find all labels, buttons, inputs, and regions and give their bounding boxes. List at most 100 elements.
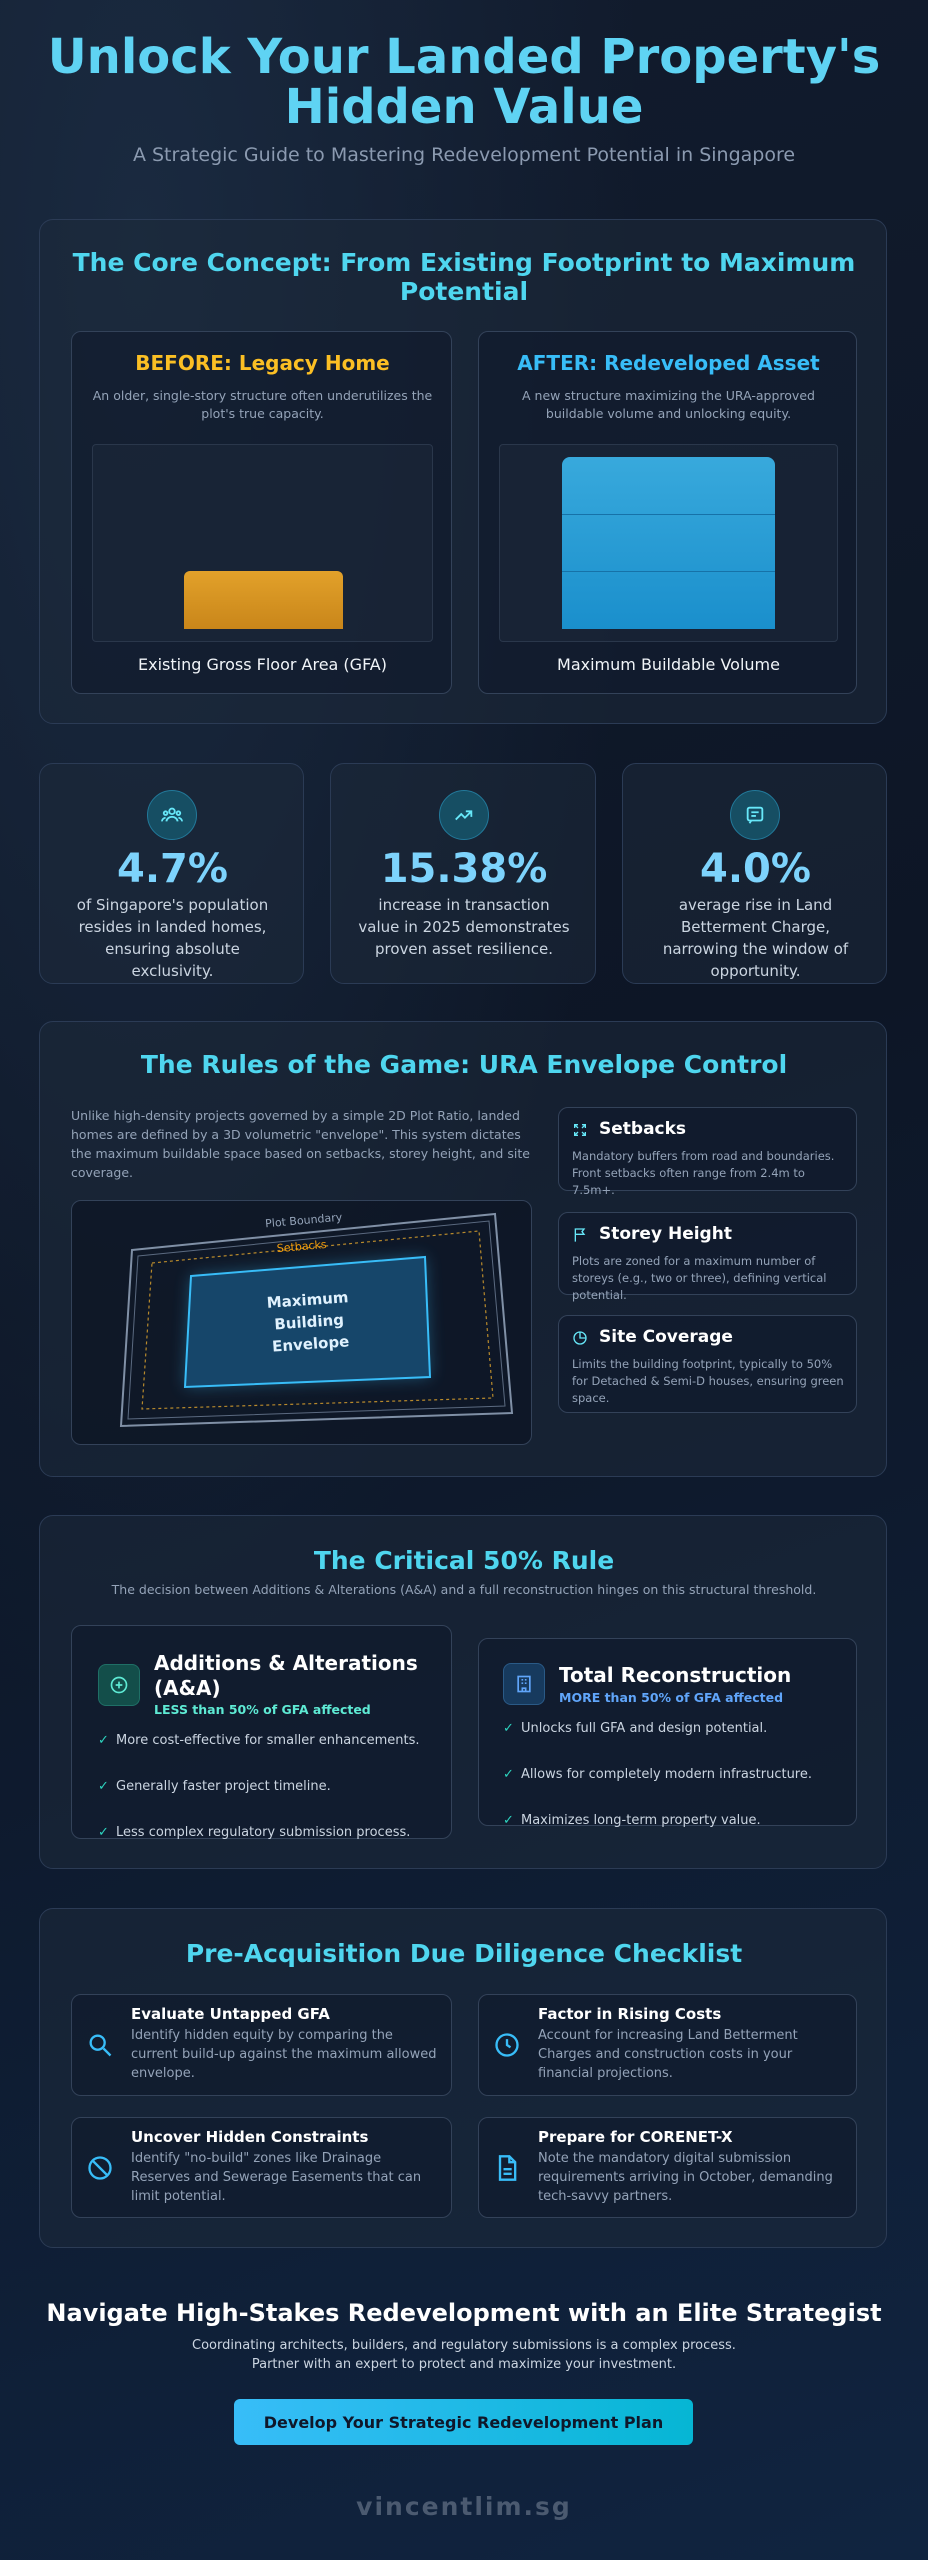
setback-line — [141, 1230, 494, 1410]
rule-card: Site Coverage Limits the building footpr… — [558, 1315, 857, 1413]
checklist-card: Factor in Rising Costs Account for incre… — [478, 1994, 857, 2096]
option-tag: MORE than 50% of GFA affected — [559, 1690, 784, 1705]
checklist-icon — [89, 2034, 112, 2057]
rule-title: Setbacks — [599, 1119, 687, 1139]
option-tag: LESS than 50% of GFA affected — [154, 1702, 371, 1717]
plot-boundary-inner — [127, 1220, 506, 1420]
stat-card: 4.0% average rise in Land Betterment Cha… — [622, 763, 887, 984]
stat-text: average rise in Land Betterment Charge, … — [662, 896, 849, 980]
after-card: AFTER: Redeveloped Asset A new structure… — [478, 331, 857, 694]
card-label: Existing Gross Floor Area (GFA) — [138, 655, 387, 674]
option-point: Less complex regulatory submission proce… — [98, 1825, 477, 1840]
icon — [110, 1676, 128, 1694]
envelope-label: Maximum Building Envelope — [266, 1288, 350, 1356]
envelope-label-box: Maximum Building Envelope — [266, 1288, 350, 1356]
option-icon — [98, 1664, 140, 1706]
rule-icon — [574, 1228, 586, 1242]
redeveloped-block — [562, 457, 775, 629]
checklist-card: Uncover Hidden Constraints Identify "no-… — [71, 2117, 452, 2218]
card-description: A new structure maximizing the URA-appro… — [522, 388, 815, 421]
checklist-title: Uncover Hidden Constraints — [131, 2128, 369, 2146]
option-point: Generally faster project timeline. — [98, 1779, 477, 1794]
stat-value: 4.0% — [700, 846, 811, 892]
rule-icon — [574, 1124, 586, 1136]
icon — [455, 810, 473, 821]
footer-brand: vincentlim.sg — [356, 2492, 572, 2521]
rule-title: Storey Height — [599, 1224, 732, 1244]
checklist-text: Identify "no-build" zones like Drainage … — [131, 2151, 422, 2204]
stat-value: 4.7% — [117, 846, 228, 892]
plot-boundary — [119, 1212, 514, 1428]
option-card: Additions & Alterations (A&A) LESS than … — [71, 1625, 452, 1840]
option-point: Maximizes long-term property value. — [503, 1813, 880, 1828]
option-point: Allows for completely modern infrastruct… — [503, 1767, 880, 1782]
page-title: Unlock Your Landed Property's Hidden Val… — [47, 29, 881, 135]
stat-text: increase in transaction value in 2025 de… — [358, 896, 570, 958]
critical-section: The Critical 50% Rule The decision betwe… — [39, 1515, 887, 1869]
option-title: Total Reconstruction — [559, 1663, 792, 1687]
icon — [161, 807, 183, 822]
rules-intro: Unlike high-density projects governed by… — [71, 1108, 530, 1180]
checklist-card: Evaluate Untapped GFA Identify hidden eq… — [71, 1994, 452, 2096]
illustration-box — [499, 444, 838, 642]
page-subtitle: A Strategic Guide to Mastering Redevelop… — [132, 144, 796, 166]
checklist-title: Factor in Rising Costs — [538, 2005, 722, 2023]
checklist-title: Evaluate Untapped GFA — [131, 2005, 330, 2023]
before-card: BEFORE: Legacy Home An older, single-sto… — [71, 331, 452, 694]
rule-icon — [573, 1331, 587, 1345]
stat-icon — [439, 790, 489, 840]
rule-text: Plots are zoned for a maximum number of … — [572, 1254, 827, 1302]
rules-section: The Rules of the Game: URA Envelope Cont… — [39, 1021, 887, 1477]
option-point: More cost-effective for smaller enhancem… — [98, 1733, 477, 1748]
rule-card: Storey Height Plots are zoned for a maxi… — [558, 1212, 857, 1302]
illustration-box — [92, 444, 433, 642]
rule-text: Limits the building footprint, typically… — [572, 1357, 844, 1405]
stat-card: 4.7% of Singapore's population resides i… — [39, 763, 304, 984]
cta-button[interactable]: Develop Your Strategic Redevelopment Pla… — [234, 2399, 693, 2445]
card-label: Maximum Buildable Volume — [557, 655, 780, 674]
section-title: The Core Concept: From Existing Footprin… — [72, 248, 856, 306]
card-title: AFTER: Redeveloped Asset — [517, 351, 820, 375]
rule-text: Mandatory buffers from road and boundari… — [572, 1149, 835, 1197]
core-section: The Core Concept: From Existing Footprin… — [39, 219, 887, 724]
cta-title: Navigate High-Stakes Redevelopment with … — [46, 2299, 882, 2327]
checklist-section: Pre-Acquisition Due Diligence Checklist … — [39, 1908, 887, 2248]
option-point: Unlocks full GFA and design potential. — [503, 1721, 880, 1736]
section-title: The Rules of the Game: URA Envelope Cont… — [140, 1050, 788, 1079]
envelope-diagram: Plot Boundary Setbacks Maximum Building … — [71, 1200, 532, 1445]
stat-icon — [730, 790, 780, 840]
section-subtitle: The decision between Additions & Alterat… — [111, 1582, 817, 1597]
checklist-text: Note the mandatory digital submission re… — [538, 2151, 833, 2204]
checklist-text: Identify hidden equity by comparing the … — [131, 2028, 437, 2081]
section-title: Pre-Acquisition Due Diligence Checklist — [185, 1939, 743, 1968]
floor-line — [562, 571, 775, 572]
floor-line — [562, 514, 775, 515]
rule-card: Setbacks Mandatory buffers from road and… — [558, 1107, 857, 1197]
legacy-home-block — [184, 571, 343, 629]
option-icon — [503, 1663, 545, 1705]
option-card: Total Reconstruction MORE than 50% of GF… — [478, 1638, 857, 1828]
card-description: An older, single-story structure often u… — [92, 388, 433, 421]
building-envelope — [183, 1255, 432, 1389]
checklist-icon — [88, 2156, 112, 2180]
icon — [746, 806, 764, 824]
section-title: The Critical 50% Rule — [313, 1546, 615, 1575]
stat-icon — [147, 790, 197, 840]
stat-value: 15.38% — [380, 846, 548, 892]
stat-card: 15.38% increase in transaction value in … — [330, 763, 596, 984]
option-title: Additions & Alterations (A&A) — [154, 1651, 418, 1700]
rule-title: Site Coverage — [599, 1327, 733, 1347]
icon — [517, 1675, 531, 1693]
stat-text: of Singapore's population resides in lan… — [76, 896, 269, 980]
diagram-svg: Plot Boundary Setbacks Maximum Building … — [119, 1211, 514, 1428]
checklist-title: Prepare for CORENET-X — [538, 2128, 733, 2146]
setbacks-label: Setbacks — [276, 1238, 327, 1255]
cta-text: Coordinating architects, builders, and r… — [192, 2338, 736, 2372]
checklist-text: Account for increasing Land Betterment C… — [538, 2028, 798, 2081]
card-title: BEFORE: Legacy Home — [135, 351, 390, 375]
checklist-card: Prepare for CORENET-X Note the mandatory… — [478, 2117, 857, 2218]
checklist-icon — [495, 2033, 519, 2057]
checklist-icon — [498, 2155, 517, 2181]
boundary-label: Plot Boundary — [265, 1211, 344, 1231]
